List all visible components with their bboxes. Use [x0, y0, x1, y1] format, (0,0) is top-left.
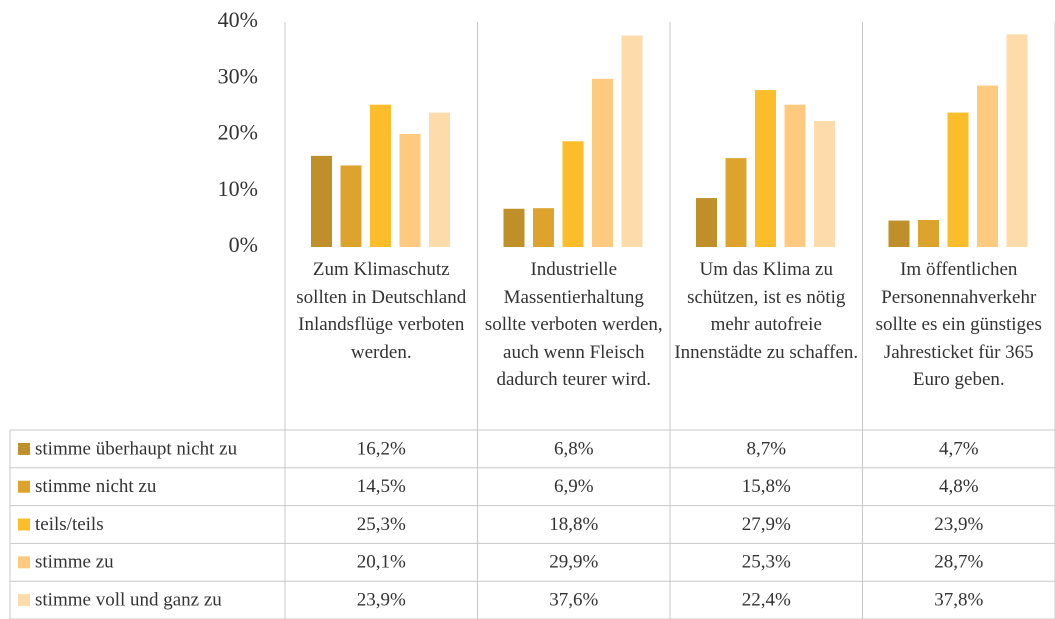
legend-swatch — [18, 556, 30, 569]
x-tick-label: Im öffentlichen Personennahverkehr sollt… — [875, 259, 1042, 390]
legend-swatch — [18, 442, 30, 455]
bar — [311, 155, 332, 247]
bar — [814, 121, 835, 247]
bar — [503, 208, 525, 247]
bar — [562, 141, 584, 247]
table-value: 16,2% — [357, 438, 406, 459]
bar — [888, 220, 910, 247]
table-value: 15,8% — [742, 476, 791, 497]
y-tick-label: 20% — [218, 120, 258, 145]
bar — [784, 104, 806, 247]
bar — [918, 220, 939, 247]
x-tick-label: Zum Klimaschutz sollten in Deutschland I… — [296, 259, 467, 363]
legend-label: stimme voll und ganz zu — [35, 589, 222, 610]
legend-label: teils/teils — [35, 514, 104, 535]
x-tick-label: Um das Klima zu schützen, ist es nötig m… — [674, 259, 859, 363]
table-value: 22,4% — [742, 589, 791, 610]
bar — [696, 198, 717, 247]
table-value: 18,8% — [549, 514, 598, 535]
bar — [592, 78, 613, 247]
legend-label: stimme nicht zu — [35, 476, 157, 497]
y-tick-label: 0% — [229, 232, 258, 257]
category-cell: Zum Klimaschutz sollten in Deutschland I… — [296, 259, 467, 363]
bar — [947, 112, 969, 247]
category-cell: Industrielle Massentierhaltung sollte ve… — [484, 259, 663, 390]
table-value: 27,9% — [742, 514, 791, 535]
table-value: 25,3% — [742, 552, 791, 573]
table-value: 14,5% — [357, 476, 406, 497]
table-value: 6,8% — [554, 438, 594, 459]
legend-swatch — [18, 518, 30, 531]
bar — [1006, 34, 1028, 247]
bar — [533, 208, 554, 247]
bar — [725, 158, 747, 247]
category-cell: Im öffentlichen Personennahverkehr sollt… — [875, 259, 1042, 390]
table-value: 37,8% — [934, 589, 983, 610]
table-value: 23,9% — [934, 514, 983, 535]
bar — [340, 165, 362, 247]
bar — [977, 85, 998, 247]
table-value: 25,3% — [357, 514, 406, 535]
legend-swatch — [18, 594, 30, 607]
y-tick-label: 30% — [218, 63, 258, 88]
bar — [370, 104, 391, 247]
x-tick-label: Industrielle Massentierhaltung sollte ve… — [484, 259, 663, 390]
table-value: 8,7% — [746, 438, 786, 459]
y-tick-label: 10% — [218, 176, 258, 201]
y-tick-label: 40% — [218, 7, 258, 32]
bar — [755, 90, 776, 247]
table-value: 23,9% — [357, 589, 406, 610]
table-value: 6,9% — [554, 476, 594, 497]
table-value: 20,1% — [357, 552, 406, 573]
legend-label: stimme zu — [35, 552, 114, 573]
table-value: 29,9% — [549, 552, 598, 573]
table-value: 37,6% — [549, 589, 598, 610]
bar — [429, 112, 450, 247]
bar — [621, 35, 643, 247]
legend-label: stimme überhaupt nicht zu — [35, 438, 238, 459]
table-value: 4,7% — [939, 438, 979, 459]
table-value: 28,7% — [934, 552, 983, 573]
table-value: 4,8% — [939, 476, 979, 497]
category-cell: Um das Klima zu schützen, ist es nötig m… — [674, 259, 859, 363]
bar — [399, 133, 421, 247]
legend-swatch — [18, 480, 30, 493]
